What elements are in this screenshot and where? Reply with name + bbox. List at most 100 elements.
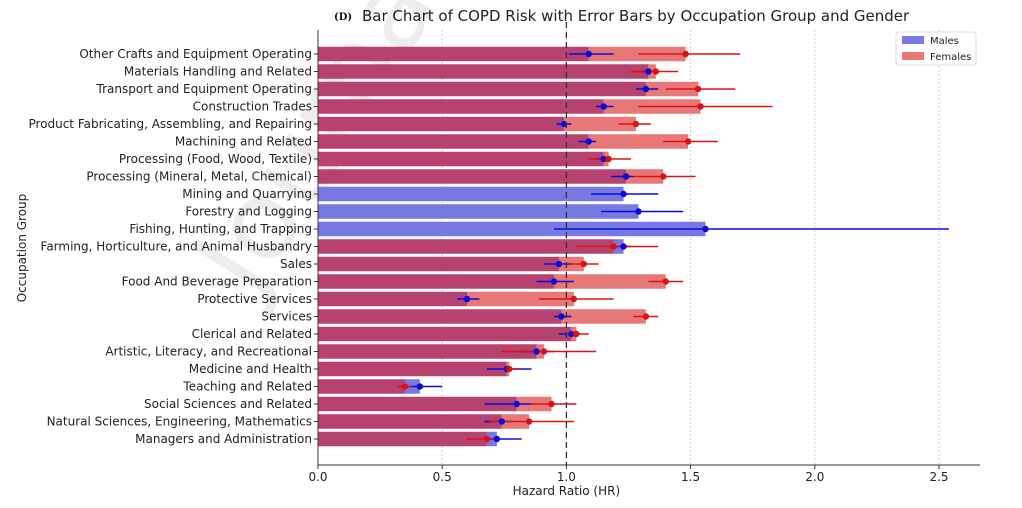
female-point <box>660 173 667 180</box>
female-point <box>642 313 650 320</box>
female-point <box>610 243 617 250</box>
overlap-bar <box>318 81 646 97</box>
y-tick-label: Services <box>261 310 312 324</box>
panel-label: (D) <box>334 12 352 23</box>
female-point <box>652 68 660 75</box>
overlap-bar <box>318 431 487 447</box>
overlap-bar <box>318 256 559 272</box>
chart-title: Bar Chart of COPD Risk with Error Bars b… <box>362 7 910 25</box>
x-tick-label: 1.0 <box>557 470 576 484</box>
male-point <box>463 295 471 303</box>
y-tick-label: Mining and Quarrying <box>182 187 312 201</box>
female-bar <box>467 291 574 307</box>
female-point <box>697 103 704 110</box>
female-point <box>694 85 702 93</box>
male-point <box>622 173 630 180</box>
male-point <box>513 400 520 408</box>
overlap-bar <box>318 414 502 429</box>
overlap-bar <box>318 99 604 114</box>
overlap-bar <box>318 344 537 359</box>
y-tick-label: Food And Beverage Preparation <box>122 275 312 289</box>
overlap-bar <box>318 309 562 324</box>
legend-label-females: Females <box>930 52 971 63</box>
overlap-bar <box>318 291 468 307</box>
overlap-bar <box>318 134 589 149</box>
y-tick-label: Managers and Administration <box>135 432 312 446</box>
male-point <box>642 85 650 93</box>
y-tick-label: Forestry and Logging <box>185 205 312 219</box>
female-point <box>483 435 491 443</box>
overlap-bar <box>318 46 589 62</box>
male-point <box>558 313 565 320</box>
y-tick-label: Medicine and Health <box>189 362 312 376</box>
male-point <box>702 225 709 233</box>
x-tick-label: 0.0 <box>308 470 327 484</box>
y-tick-label: Fishing, Hunting, and Trapping <box>129 222 312 236</box>
male-point <box>560 120 568 128</box>
overlap-bar <box>318 64 649 79</box>
female-point <box>580 260 587 268</box>
female-point <box>506 365 513 373</box>
legend-swatch-females <box>902 52 924 60</box>
female-point <box>682 50 689 58</box>
female-point <box>401 383 409 390</box>
female-point <box>662 278 669 285</box>
male-point <box>416 383 424 390</box>
female-point <box>525 418 533 425</box>
male-point <box>533 348 540 355</box>
y-axis-label: Occupation Group <box>15 194 29 303</box>
y-tick-label: Transport and Equipment Operating <box>96 82 312 96</box>
y-tick-label: Construction Trades <box>193 100 312 114</box>
legend-swatch-males <box>902 36 924 44</box>
male-point <box>493 435 501 443</box>
overlap-bar <box>318 169 627 184</box>
male-point <box>555 260 563 268</box>
male-point <box>498 418 506 425</box>
y-tick-label: Social Sciences and Related <box>144 397 312 411</box>
male-point <box>600 155 607 163</box>
x-tick-label: 2.0 <box>805 470 824 484</box>
y-tick-label: Natural Sciences, Engineering, Mathemati… <box>47 415 312 429</box>
y-tick-label: Other Crafts and Equipment Operating <box>79 47 312 61</box>
female-point <box>540 348 548 355</box>
legend: Males Females <box>895 31 977 66</box>
overlap-bar <box>318 274 554 289</box>
overlap-bar <box>318 239 614 254</box>
y-tick-label: Materials Handling and Related <box>124 65 312 79</box>
y-tick-label: Artistic, Literacy, and Recreational <box>105 345 312 359</box>
y-tick-label: Machining and Related <box>175 135 312 149</box>
female-point <box>605 155 612 163</box>
y-tick-label: Teaching and Related <box>182 380 312 394</box>
male-bar <box>318 221 706 237</box>
male-bar <box>318 204 639 219</box>
male-point <box>585 138 592 145</box>
female-bar <box>561 309 646 324</box>
y-tick-label: Clerical and Related <box>192 327 312 341</box>
female-point <box>570 295 578 303</box>
female-bar <box>553 274 666 289</box>
y-tick-label: Processing (Mineral, Metal, Chemical) <box>86 170 312 184</box>
overlap-bar <box>318 379 405 394</box>
female-point <box>573 330 580 338</box>
female-bar <box>588 46 686 62</box>
x-axis-label: Hazard Ratio (HR) <box>513 484 621 498</box>
male-point <box>620 243 627 250</box>
female-point <box>632 120 640 128</box>
male-point <box>645 68 652 75</box>
male-bar <box>318 186 624 202</box>
y-tick-label: Farming, Horticulture, and Animal Husban… <box>41 240 312 254</box>
y-tick-label: Product Fabricating, Assembling, and Rep… <box>28 117 312 131</box>
x-tick-label: 1.5 <box>681 470 700 484</box>
legend-label-males: Males <box>930 36 959 47</box>
overlap-bar <box>318 116 564 132</box>
male-point <box>568 330 575 338</box>
female-bar <box>563 116 636 132</box>
overlap-bar <box>318 326 572 342</box>
overlap-bar <box>318 396 517 412</box>
x-tick-label: 0.5 <box>433 470 452 484</box>
overlap-bar <box>318 361 507 377</box>
female-point <box>548 400 555 408</box>
male-point <box>585 50 592 58</box>
y-tick-label: Protective Services <box>197 292 312 306</box>
